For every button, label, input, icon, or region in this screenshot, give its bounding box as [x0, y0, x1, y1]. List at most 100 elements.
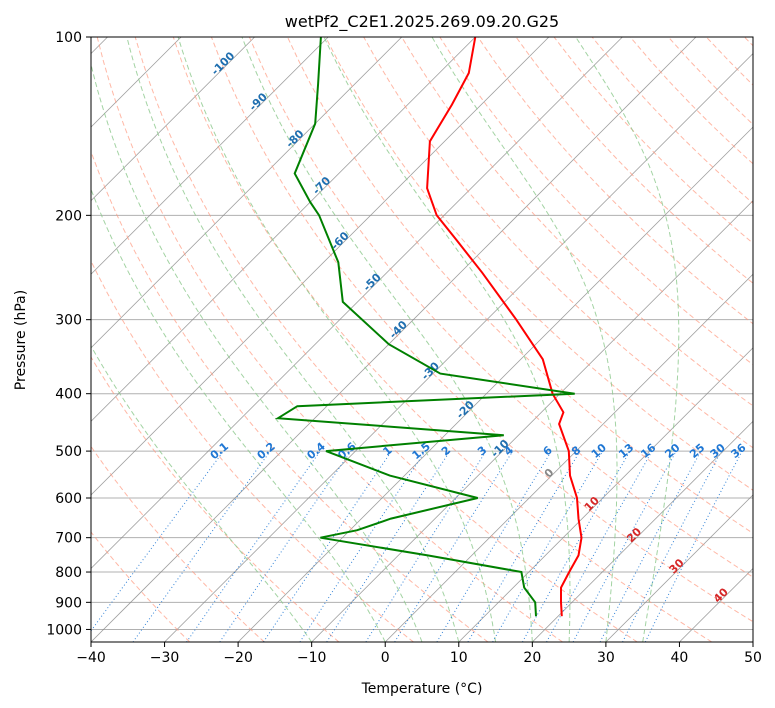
dry-adiabat-line [91, 356, 340, 642]
isotherm-line [91, 37, 403, 349]
y-tick-label: 1000 [46, 622, 82, 638]
dry-adiabat-line [91, 259, 414, 642]
dry-adiabat-line [91, 150, 489, 642]
isotherm-line [91, 37, 623, 570]
isotherm-label: -90 [247, 90, 270, 113]
isotherm-label: -50 [361, 270, 384, 293]
x-tick-label: −20 [223, 650, 253, 666]
isotherm-line [311, 200, 753, 642]
moist-adiabat-line [241, 37, 533, 642]
isotherm-label: -100 [209, 49, 238, 78]
dry-adiabat-line [515, 37, 753, 284]
mixing-ratio-label: 0.1 [208, 440, 231, 462]
y-tick-label: 500 [55, 444, 82, 460]
mixing-ratio-line [436, 450, 552, 642]
mixing-ratio-label: 2 [439, 444, 453, 459]
dry-adiabat-line [134, 37, 638, 642]
mixing-ratio-label: 36 [728, 441, 748, 461]
mixing-ratio-line [622, 450, 722, 642]
dry-adiabat-line [744, 37, 753, 47]
mixing-ratio-line [394, 450, 514, 642]
isotherm-line [752, 641, 753, 642]
x-tick-label: 30 [597, 650, 615, 666]
y-tick-label: 600 [55, 491, 82, 507]
dry-adiabat-line [96, 37, 563, 642]
x-tick-label: 10 [450, 650, 468, 666]
dry-adiabat-line [705, 37, 753, 86]
dry-adiabat-line [172, 37, 713, 642]
mixing-ratio-line [522, 450, 631, 642]
x-tick-label: 20 [523, 650, 541, 666]
mixing-ratio-line [186, 450, 321, 642]
isotherm-line [91, 37, 329, 275]
x-tick-label: −10 [297, 650, 327, 666]
isotherm-line [532, 420, 753, 642]
y-tick-label: 300 [55, 313, 82, 329]
isotherm-line [237, 126, 753, 642]
x-tick-label: 0 [381, 650, 390, 666]
x-axis-label: Temperature (°C) [361, 681, 483, 697]
isotherm-line [91, 37, 255, 202]
isotherm-label: 20 [624, 525, 644, 545]
dry-adiabat-line [591, 37, 753, 204]
mixing-ratio-line [467, 450, 581, 642]
mixing-ratio-line [263, 450, 392, 642]
isotherm-line [91, 37, 550, 496]
x-tick-label: −40 [76, 650, 106, 666]
isotherm-line [605, 494, 753, 642]
dry-adiabat-line [401, 37, 753, 407]
mixing-ratio-line [326, 450, 451, 642]
isotherm-line [679, 567, 753, 642]
isotherm-line [458, 347, 753, 642]
mixing-ratio-label: 20 [663, 441, 683, 461]
mixing-ratio-label: 25 [687, 441, 707, 461]
moist-adiabat-line [91, 188, 386, 642]
mixing-ratio-line [132, 450, 271, 642]
isotherm-line [164, 52, 753, 642]
moist-adiabat-line [177, 37, 497, 642]
dry-adiabat-line [439, 37, 753, 366]
dry-adiabat-line [667, 37, 753, 126]
mixing-ratio-label: 13 [616, 441, 636, 461]
mixing-ratio-label: 10 [589, 441, 609, 461]
isotherm-label: 30 [667, 556, 687, 576]
y-tick-label: 400 [55, 387, 82, 403]
mixing-ratio-label: 30 [708, 441, 728, 461]
mixing-ratio-line [219, 450, 352, 642]
mixing-ratio-label: 16 [638, 441, 658, 461]
dry-adiabat-line [553, 37, 753, 244]
isotherm-label: -20 [454, 398, 477, 421]
mixing-ratio-line [299, 450, 426, 642]
x-tick-label: 50 [744, 650, 762, 666]
isotherm-line [384, 273, 753, 642]
axes: −40 −30 −20 −10 0 10 20 30 40 50 100 200 300 400 500 60… [46, 30, 762, 666]
dry-adiabat-line [91, 531, 191, 642]
x-tick-label: 40 [671, 650, 689, 666]
isotherm-label: -70 [310, 174, 333, 197]
moist-adiabat-line [431, 37, 618, 642]
chart-title: wetPf2_C2E1.2025.269.09.20.G25 [285, 12, 559, 32]
dry-adiabat-line [210, 37, 753, 623]
y-tick-label: 100 [55, 30, 82, 46]
plot-frame [90, 36, 754, 643]
dry-adiabat-line [325, 37, 753, 491]
y-axis-label: Pressure (hPa) [13, 290, 29, 390]
temperature-profile-line [426, 37, 583, 617]
dry-adiabat-line [91, 445, 265, 642]
x-tick-label: −30 [150, 650, 180, 666]
moist-adiabat-line [323, 37, 571, 642]
y-tick-label: 800 [55, 565, 82, 581]
mixing-ratio-line [644, 450, 743, 642]
moist-adiabat-line [91, 62, 423, 642]
y-tick-label: 200 [55, 208, 82, 224]
dry-adiabat-line [248, 37, 753, 578]
plot-area: 0.1 0.2 0.4 0.6 1 1.5 2 3 4 6 8 10 13 16 20 25 30 36-100-… [91, 37, 753, 642]
mixing-ratio-line [572, 450, 677, 642]
dewpoint-profile-line [274, 37, 575, 617]
isotherm-line [91, 37, 697, 642]
isotherm-line [91, 37, 476, 422]
moist-adiabat-line [91, 345, 313, 642]
moist-adiabat-line [575, 37, 680, 642]
mixing-ratio-line [546, 450, 653, 642]
